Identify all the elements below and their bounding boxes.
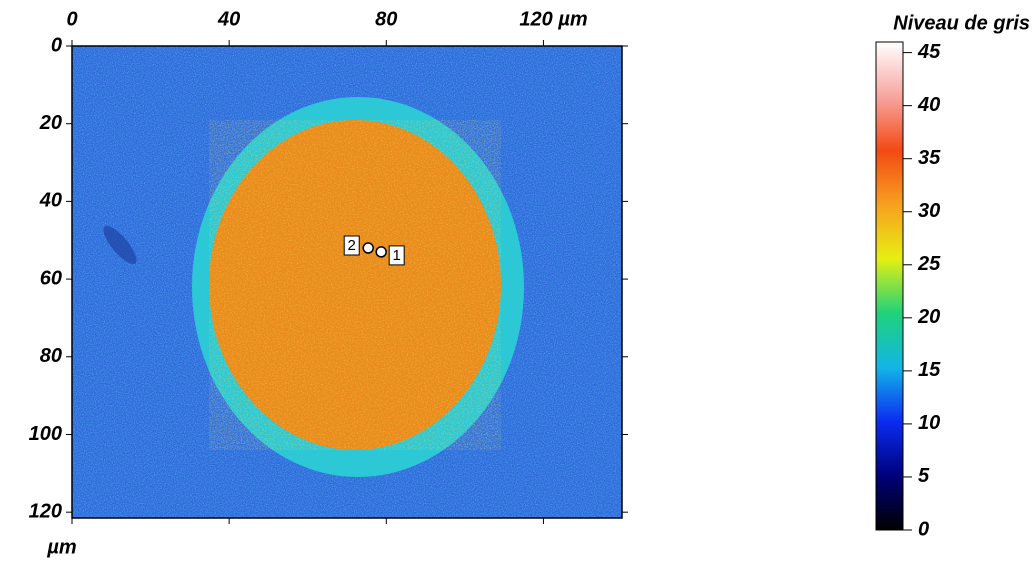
y-tick-label: 80 [40, 345, 62, 367]
colorbar-tick-label: 30 [918, 200, 940, 222]
x-tick-label: 80 [375, 8, 397, 30]
colorbar-tick-label: 20 [917, 306, 940, 328]
y-tick-label: 0 [51, 34, 62, 56]
colorbar-tick-label: 0 [918, 518, 929, 540]
point-label-box [343, 235, 360, 256]
colorbar-tick-label: 5 [918, 465, 930, 487]
point-marker [362, 242, 374, 254]
y-tick-label: 20 [39, 112, 62, 134]
point-marker [375, 246, 387, 258]
y-tick-label: 60 [40, 267, 62, 289]
x-tick-label: 120 µm [519, 8, 587, 30]
colorbar-tick-label: 45 [917, 41, 941, 63]
point-label-box [388, 245, 405, 266]
colorbar-tick-label: 25 [917, 253, 941, 275]
image [72, 46, 622, 518]
colorbar-tick-label: 40 [917, 94, 940, 116]
x-tick-label: 40 [217, 8, 240, 30]
point-label: 2 [348, 237, 356, 254]
y-axis-label: µm [46, 536, 76, 558]
colorbar-tick-label: 35 [918, 147, 941, 169]
colorbar-tick-label: 15 [918, 359, 941, 381]
y-tick-label: 100 [29, 423, 62, 445]
colorbar-title: Niveau de gris [893, 12, 1030, 34]
x-tick-label: 0 [66, 8, 77, 30]
y-tick-label: 40 [39, 190, 62, 212]
disk-noise [209, 120, 501, 450]
y-tick-label: 120 [29, 500, 62, 522]
colorbar-tick-label: 10 [918, 412, 940, 434]
point-label: 1 [393, 247, 401, 264]
plot-frame [71, 45, 623, 519]
colorbar [875, 41, 904, 531]
artifact [103, 225, 137, 265]
